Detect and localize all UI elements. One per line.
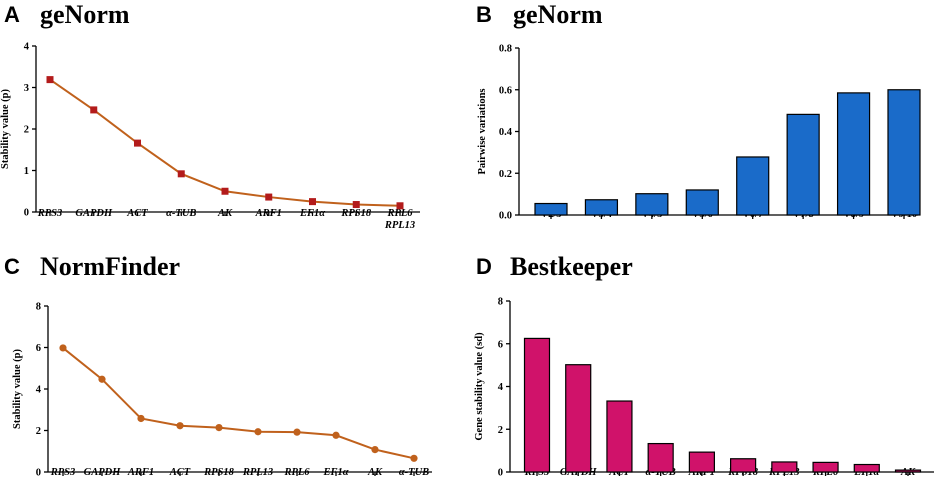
- data-point-rps3: [59, 344, 67, 352]
- data-point-ak: [371, 445, 379, 454]
- bar-rpl6: [812, 461, 839, 473]
- y-tick-label: 0.2: [499, 169, 512, 180]
- data-point-rps18: [352, 201, 360, 209]
- y-tick-label: 0.8: [499, 44, 512, 55]
- bar-v4-5: [635, 193, 669, 216]
- x-tick-label: RPS18: [203, 467, 235, 478]
- data-point--tub: [177, 170, 185, 178]
- panel-letter: A: [4, 2, 20, 27]
- panel-letter: B: [476, 2, 492, 27]
- data-point-ak: [221, 187, 229, 195]
- data-point-ef1-: [309, 198, 316, 206]
- data-point-arf1: [137, 414, 145, 423]
- y-tick-label: 8: [498, 297, 503, 308]
- x-tick-label: GAPDH: [75, 208, 113, 219]
- x-tick-label: RPL13: [242, 467, 273, 478]
- bar-v3-4: [584, 199, 619, 216]
- bar-v5-6: [685, 189, 719, 216]
- data-point-gapdh: [90, 106, 98, 114]
- y-tick-label: 8: [36, 302, 41, 313]
- bar-gapdh: [565, 364, 592, 473]
- bar-ef1-: [853, 463, 880, 473]
- chart-title: Bestkeeper: [510, 252, 633, 281]
- panel-letter: D: [476, 254, 492, 279]
- data-point--tub: [410, 454, 418, 462]
- data-point-rpl6: [293, 428, 301, 436]
- bar-rps3: [523, 337, 551, 473]
- x-tick-label: RPS3: [37, 208, 63, 219]
- y-tick-label: 6: [36, 343, 41, 354]
- y-tick-label: 0: [24, 208, 29, 219]
- chart-title: geNorm: [40, 0, 130, 29]
- y-tick-label: 1: [24, 166, 29, 177]
- y-axis-label: Stability value (p): [12, 349, 23, 429]
- data-point-act: [176, 422, 184, 430]
- data-point-rps3: [46, 76, 54, 84]
- bar-rpl13: [771, 461, 798, 473]
- bar-arf1: [688, 451, 715, 473]
- x-tick-label: ARF1: [127, 467, 154, 478]
- y-tick-label: 3: [24, 83, 29, 94]
- data-point-gapdh: [98, 375, 106, 383]
- x-tick-label: RPS3: [50, 467, 76, 478]
- x-tick-label: ACT: [126, 208, 148, 219]
- y-tick-label: 0.6: [499, 85, 512, 96]
- chart-title: geNorm: [513, 0, 603, 29]
- y-tick-label: 2: [24, 125, 29, 136]
- x-tick-label: RPL13: [384, 220, 415, 231]
- x-tick-label: EF1α: [299, 208, 325, 219]
- y-tick-label: 4: [36, 385, 42, 396]
- data-point-rpl13: [254, 428, 262, 436]
- bar-v9-10: [887, 89, 921, 216]
- x-tick-label: RPL6: [386, 208, 413, 219]
- x-tick-label: ARF1: [255, 208, 282, 219]
- chart-panel-d: D Bestkeeper 0 2 4 6 8 Gene stability value (sd…: [474, 252, 934, 479]
- series-line: [49, 78, 401, 207]
- series-line: [62, 347, 415, 460]
- bar-act: [606, 400, 633, 473]
- x-tick-label: α-TUB: [166, 208, 196, 219]
- x-tick-label: GAPDH: [84, 467, 122, 478]
- y-tick-label: 4: [498, 382, 504, 393]
- y-tick-label: 2: [498, 425, 503, 436]
- y-tick-label: 0.4: [499, 127, 513, 138]
- y-tick-label: 6: [498, 339, 503, 350]
- bar-ak: [894, 469, 922, 473]
- x-tick-label: AK: [367, 467, 383, 478]
- data-point-ef1-: [332, 431, 340, 439]
- data-point-rpl6: [396, 202, 404, 210]
- chart-title: NormFinder: [40, 252, 180, 281]
- x-tick-label: RPS18: [340, 208, 372, 219]
- panel-letter: C: [4, 254, 20, 279]
- y-axis-label: Pairwise variations: [477, 88, 488, 174]
- x-tick-label: RPL6: [283, 467, 310, 478]
- data-point-arf1: [265, 193, 273, 201]
- y-tick-label: 4: [24, 42, 30, 53]
- bar--tub: [647, 442, 674, 473]
- chart-panel-c: C NormFinder 0 2 4 6 8 Stability value (p) RPS3 G…: [4, 252, 432, 479]
- x-tick-label: α-TUB: [399, 467, 429, 478]
- bar-v8-9: [836, 92, 871, 216]
- data-point-rps18: [215, 423, 223, 432]
- y-tick-label: 0: [36, 468, 41, 479]
- y-axis-label: Gene stability value (sd): [474, 332, 485, 441]
- y-tick-label: 0: [498, 468, 503, 479]
- y-axis-label: Stability value (p): [0, 89, 11, 169]
- x-tick-label: AK: [217, 208, 233, 219]
- bar-rps18: [730, 458, 757, 473]
- y-tick-label: 0.0: [499, 211, 512, 222]
- data-point-act: [134, 139, 141, 147]
- bar-v6-7: [736, 156, 770, 216]
- x-tick-label: ACT: [169, 467, 191, 478]
- y-tick-label: 2: [36, 426, 41, 437]
- bar-v7-8: [786, 113, 820, 216]
- bar-v2-3: [534, 202, 568, 216]
- x-tick-label: EF1α: [322, 467, 348, 478]
